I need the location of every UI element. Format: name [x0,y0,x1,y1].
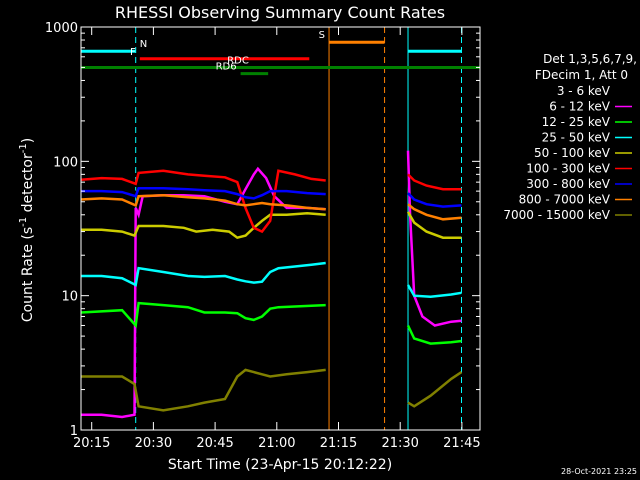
x-axis: 20:15 20:30 20:45 21:00 21:15 21:30 21:45 [73,27,481,451]
series-line [406,284,462,299]
flag-label: N [140,39,147,50]
series-line [407,173,462,191]
legend-label: 12 - 25 keV [542,115,611,129]
y-axis-label-end: ) [20,138,36,143]
flag-label: S [319,30,325,41]
x-tick-label: 20:15 [73,436,110,451]
series-line [80,169,326,234]
y-axis-label: Count Rate (s-1 detector-1) [18,138,36,322]
x-tick-label: 20:45 [196,436,233,451]
flag-label: RDC [227,55,249,66]
series-line [81,187,326,200]
legend-label: 3 - 6 keV [557,84,611,98]
legend-label: 25 - 50 keV [542,131,611,145]
series-line [407,371,463,408]
series-line [80,301,326,329]
flag-label: RD6 [216,62,237,73]
x-tick-label: 21:45 [443,436,480,451]
series-line [81,212,326,240]
y-axis-label-sup: -1 [18,217,29,227]
series-line [81,261,326,287]
footer-date: 28-Oct-2021 23:25 [561,467,637,476]
legend-label: 50 - 100 keV [534,146,611,160]
series-line [406,211,462,239]
legend-label: 800 - 7000 keV [519,193,611,207]
chart-title: RHESSI Observing Summary Count Rates [115,3,445,22]
legend-header-2: FDecim 1, Att 0 [535,68,628,82]
legend: Det 1,3,5,6,7,9, FDecim 1, Att 0 3 - 6 k… [503,52,637,222]
legend-header-1: Det 1,3,5,6,7,9, [543,52,637,66]
series-line [406,324,462,345]
y-axis-label-sup2: -1 [18,143,29,153]
y-axis: 1 10 100 1000 [45,21,480,439]
x-tick-label: 21:00 [258,436,295,451]
legend-label: 7000 - 15000 keV [503,208,610,222]
x-tick-label: 21:30 [381,436,418,451]
y-tick-label: 10 [61,290,78,305]
series-line [80,193,326,211]
x-tick-label: 21:15 [320,436,357,451]
legend-label: 6 - 12 keV [549,100,611,114]
series-line [81,368,326,412]
series-lines [80,150,463,419]
x-tick-label: 20:30 [135,436,172,451]
series-line [407,192,462,208]
y-tick-label: 1 [70,424,78,439]
series-line [407,203,462,221]
y-axis-label-main: Count Rate (s [20,227,36,322]
y-axis-label-tail: detector [20,153,36,217]
legend-label: 100 - 300 keV [526,162,610,176]
x-axis-label: Start Time (23-Apr-15 20:12:22) [168,457,392,473]
y-tick-label: 1000 [45,21,78,36]
legend-label: 300 - 800 keV [526,177,610,191]
y-tick-label: 100 [53,155,78,170]
plot-frame [80,26,481,431]
flag-label: F [130,47,136,58]
